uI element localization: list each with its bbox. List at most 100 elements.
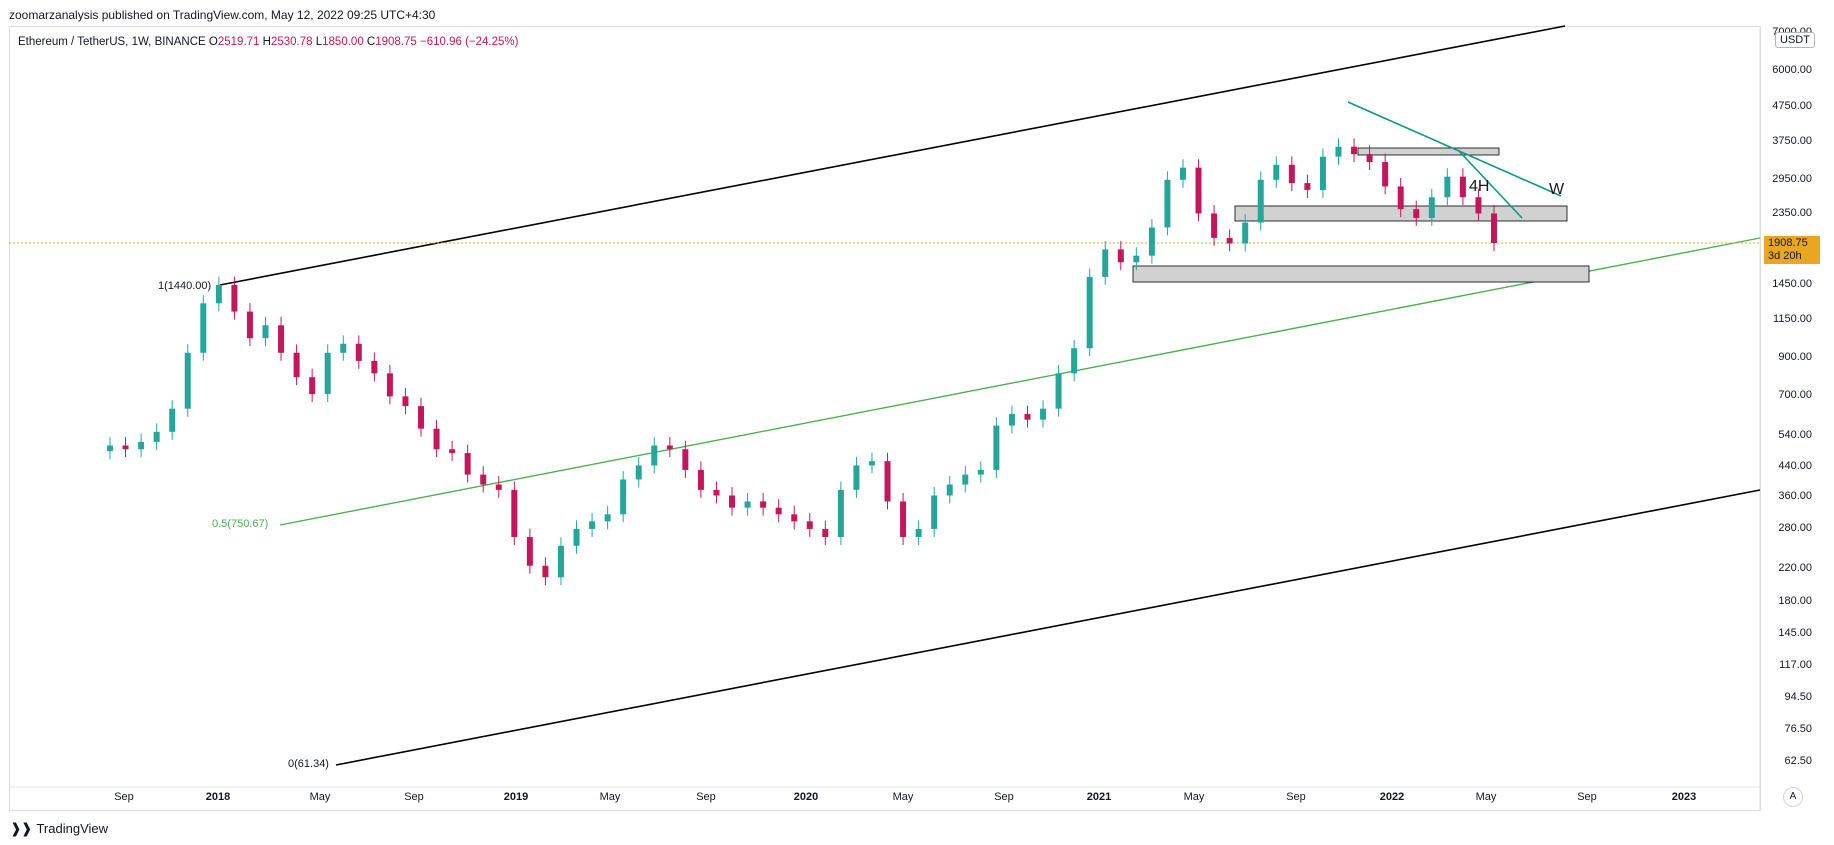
candle-body <box>1304 183 1311 190</box>
time-tick-label: 2021 <box>1087 791 1111 803</box>
candle-body <box>744 501 751 508</box>
candle-body <box>1195 167 1202 214</box>
price-tick-label: 145.00 <box>1778 627 1812 639</box>
candle-body <box>1273 164 1280 180</box>
time-tick-label: Sep <box>696 791 716 803</box>
candle-body <box>1335 146 1342 157</box>
candle-body <box>1257 179 1264 223</box>
trend-line-short[interactable] <box>1457 149 1523 219</box>
candle-body <box>262 325 269 339</box>
candle-body <box>464 453 471 475</box>
candle-body <box>822 528 829 538</box>
candle-body <box>1366 154 1373 163</box>
footer-brand-text: TradingView <box>36 821 109 836</box>
candle-body <box>418 406 425 429</box>
auto-scale-button[interactable]: A <box>1783 787 1803 807</box>
candle-body <box>184 352 191 409</box>
candle-body <box>1491 213 1497 244</box>
candle-body <box>837 489 844 538</box>
currency-badge[interactable]: USDT <box>1775 32 1815 48</box>
candle-body <box>1242 222 1249 244</box>
candles <box>107 138 1497 586</box>
candle-body <box>697 469 704 490</box>
zone-upper[interactable] <box>1357 147 1500 156</box>
candle-body <box>760 501 767 508</box>
candle-body <box>122 445 129 450</box>
price-tick-label: 700.00 <box>1778 389 1812 401</box>
candle-body <box>1428 197 1435 218</box>
candle-body <box>1444 176 1451 198</box>
candle-body <box>651 445 658 466</box>
candle-body <box>1211 213 1218 238</box>
candle-body <box>542 565 549 578</box>
candle-body <box>1288 164 1295 184</box>
candle-body <box>775 507 782 515</box>
candle-body <box>355 343 362 361</box>
candle-body <box>386 373 393 397</box>
candle-body <box>1148 227 1155 256</box>
candle-body <box>915 528 922 538</box>
candle-body <box>293 352 300 378</box>
candle-body <box>946 484 953 496</box>
fib-top-label: 1(1440.00) <box>158 280 211 292</box>
candle-body <box>806 521 813 529</box>
time-tick-label: Sep <box>994 791 1014 803</box>
fib-bottom-label: 0(61.34) <box>288 758 329 770</box>
low-value: 1850.00 <box>322 36 364 48</box>
price-tick-label: 117.00 <box>1779 659 1812 671</box>
time-tick-label: Sep <box>1577 791 1597 803</box>
price-tick-label: 1450.00 <box>1772 278 1812 290</box>
tradingview-logo-icon: ❱❱ <box>10 820 32 836</box>
price-tick-label: 62.50 <box>1784 755 1812 767</box>
candle-body <box>1071 348 1078 374</box>
high-label: H <box>262 36 271 48</box>
candle-body <box>962 474 969 485</box>
zone-lower[interactable] <box>1132 265 1590 283</box>
symbol-name: Ethereum / TetherUS, 1W, BINANCE <box>18 36 206 48</box>
candle-body <box>1413 209 1420 218</box>
candle-body <box>1055 373 1062 409</box>
fib-mid-label: 0.5(750.67) <box>212 518 268 530</box>
candle-body <box>1226 237 1233 244</box>
last-price-value: 1908.75 <box>1768 237 1808 249</box>
candle-body <box>246 311 253 339</box>
open-value: 2519.71 <box>217 36 260 48</box>
candle-body <box>1351 146 1358 155</box>
candle-body <box>1459 176 1466 198</box>
candle-body <box>433 428 440 450</box>
publisher-line: zoomarzanalysis published on TradingView… <box>9 8 436 22</box>
channel-upper-line[interactable] <box>219 25 1566 286</box>
candle-body <box>682 449 689 470</box>
price-tick-label: 94.50 <box>1784 691 1812 703</box>
candle-body <box>215 285 222 304</box>
time-tick-label: Sep <box>404 791 424 803</box>
price-tick-label: 180.00 <box>1778 595 1812 607</box>
candle-body <box>666 445 673 450</box>
drawings <box>9 25 1761 766</box>
candle-body <box>138 441 145 450</box>
channel-mid-line[interactable] <box>279 237 1761 526</box>
candle-body <box>153 431 160 442</box>
symbol-info: Ethereum / TetherUS, 1W, BINANCE O2519.7… <box>18 36 518 48</box>
candle-body <box>1475 197 1482 214</box>
time-axis[interactable]: Sep 2018 May Sep 2019 May Sep 2020 May Sep 2021 May… <box>114 791 1696 803</box>
candle-body <box>1117 249 1124 263</box>
price-tick-label: 220.00 <box>1778 562 1812 574</box>
candle-body <box>278 325 285 353</box>
trend-line-long[interactable] <box>1347 101 1562 197</box>
candle-body <box>1024 414 1031 420</box>
candle-body <box>589 521 596 529</box>
candle-body <box>231 285 238 312</box>
price-axis[interactable]: 7000.006000.004750.003750.002950.002350.… <box>1772 26 1812 767</box>
candle-body <box>371 360 378 374</box>
price-tick-label: 2350.00 <box>1772 207 1812 219</box>
candle-body <box>868 461 875 466</box>
candle-body <box>900 501 907 538</box>
channel-lower-line[interactable] <box>335 489 1761 766</box>
candle-body <box>340 343 347 353</box>
time-tick-label: 2020 <box>794 791 818 803</box>
low-label: L <box>315 36 323 48</box>
time-tick-label: 2019 <box>504 791 528 803</box>
label-w: W <box>1549 181 1565 198</box>
